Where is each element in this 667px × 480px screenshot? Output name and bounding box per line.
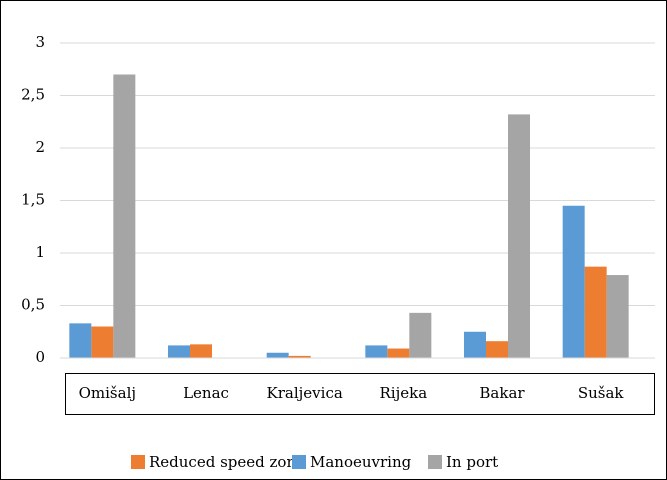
bar — [387, 348, 410, 358]
x-tick-label: Omišalj — [79, 384, 136, 402]
y-tick-label: 0 — [35, 348, 45, 366]
bar — [508, 114, 530, 359]
x-tick-label: Lenac — [183, 384, 229, 402]
legend-swatch — [428, 455, 442, 469]
x-tick-label: Sušak — [578, 384, 625, 402]
y-tick-label: 2,5 — [21, 86, 45, 104]
bar — [464, 331, 486, 358]
x-tick-label: Bakar — [479, 384, 525, 402]
bar — [365, 345, 388, 358]
y-tick-label: 1 — [35, 243, 45, 261]
legend-swatch — [131, 455, 145, 469]
category-box — [65, 373, 655, 415]
bar — [288, 355, 311, 358]
bar — [486, 341, 508, 358]
y-tick-label: 2 — [35, 138, 45, 156]
bar — [409, 312, 432, 358]
legend-swatch — [292, 455, 306, 469]
bar — [584, 266, 607, 358]
bar — [91, 326, 114, 358]
bar — [168, 345, 190, 358]
bar — [266, 352, 289, 358]
x-tick-label: Kraljevica — [267, 384, 343, 402]
legend-label: Reduced speed zone — [149, 453, 305, 471]
y-tick-label: 1,5 — [21, 191, 45, 209]
legend-label: Manoeuvring — [310, 453, 412, 471]
y-tick-label: 3 — [35, 33, 45, 51]
bar — [190, 344, 212, 358]
bar — [113, 74, 136, 358]
bar — [606, 275, 629, 358]
bar — [69, 323, 92, 358]
y-tick-label: 0,5 — [21, 296, 45, 314]
legend-label: In port — [446, 453, 498, 471]
bar — [562, 205, 585, 358]
x-tick-label: Rijeka — [380, 384, 428, 402]
